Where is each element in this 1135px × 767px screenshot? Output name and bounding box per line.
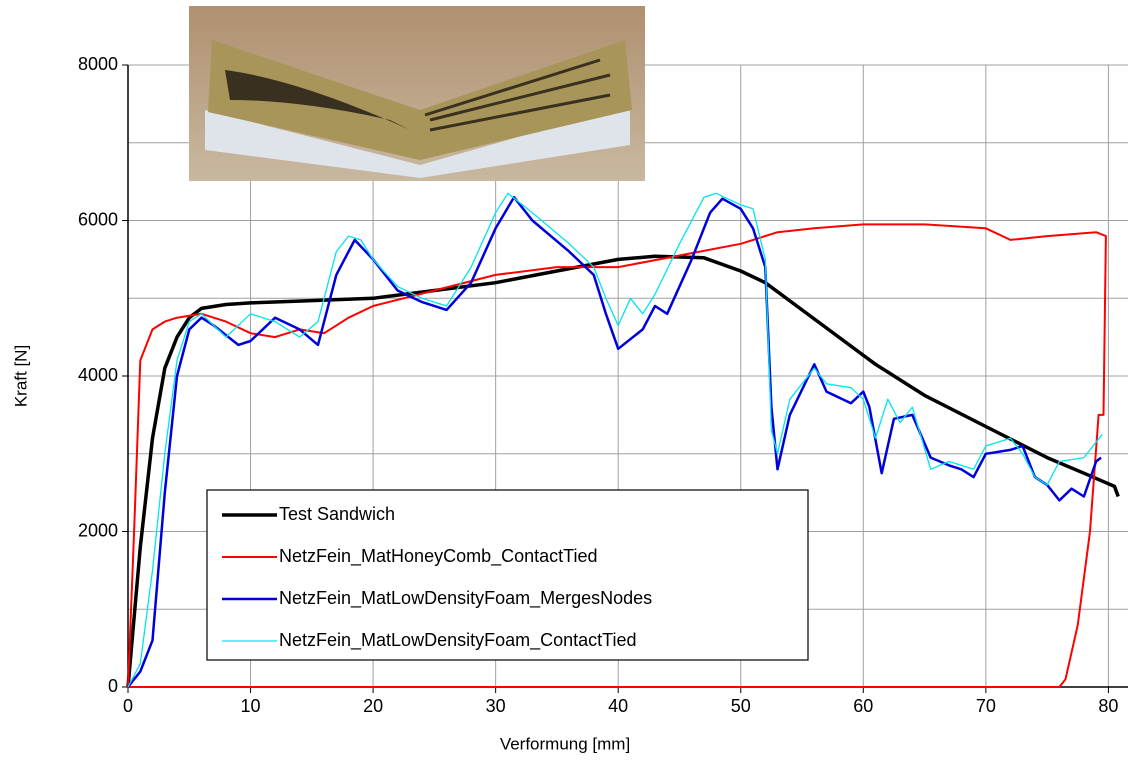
- legend-label: Test Sandwich: [279, 504, 395, 524]
- y-axis-label: Kraft [N]: [11, 345, 30, 407]
- x-axis-label: Verformung [mm]: [500, 734, 630, 753]
- y-tick-label: 6000: [78, 209, 118, 229]
- legend-label: NetzFein_MatLowDensityFoam_MergesNodes: [279, 588, 652, 609]
- x-tick-label: 20: [363, 696, 383, 716]
- x-tick-label: 0: [123, 696, 133, 716]
- y-tick-label: 0: [108, 676, 118, 696]
- x-tick-label: 80: [1098, 696, 1118, 716]
- x-tick-label: 60: [853, 696, 873, 716]
- x-tick-label: 30: [486, 696, 506, 716]
- inset-photo: [189, 6, 645, 181]
- y-tick-label: 4000: [78, 365, 118, 385]
- y-tick-label: 8000: [78, 54, 118, 74]
- y-tick-label: 2000: [78, 520, 118, 540]
- chart: 0 2000 4000 6000 8000 0 10 20 30 40 50 60 70 80 Verfo…: [0, 0, 1135, 762]
- x-tick-label: 70: [976, 696, 996, 716]
- legend: Test Sandwich NetzFein_MatHoneyComb_Conta…: [207, 490, 808, 660]
- x-tick-label: 40: [608, 696, 628, 716]
- x-tick-label: 10: [241, 696, 261, 716]
- legend-label: NetzFein_MatLowDensityFoam_ContactTied: [279, 630, 637, 651]
- x-tick-label: 50: [731, 696, 751, 716]
- legend-label: NetzFein_MatHoneyComb_ContactTied: [279, 546, 597, 567]
